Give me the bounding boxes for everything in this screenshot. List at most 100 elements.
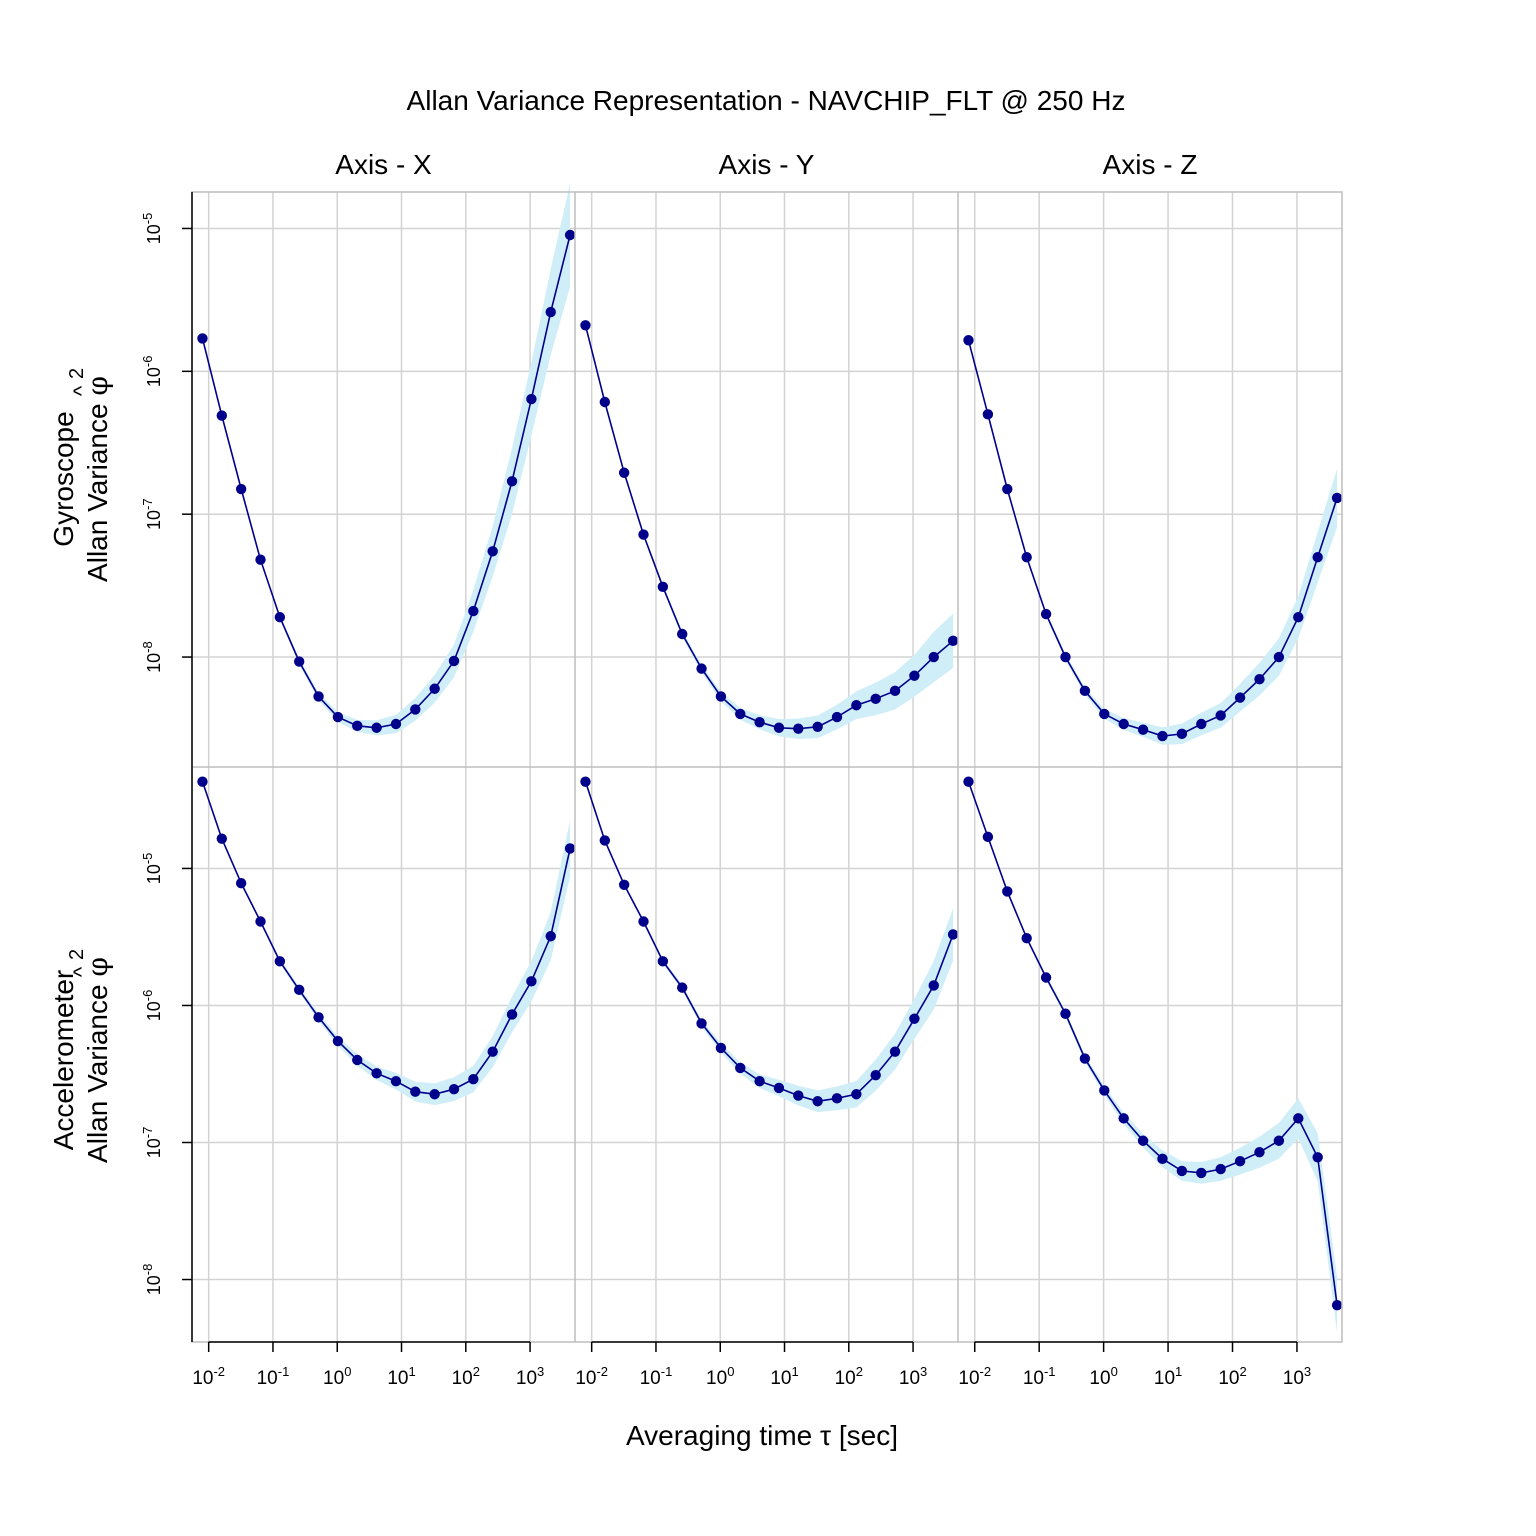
accelerometer-label-hat: ^ <box>69 966 94 977</box>
data-point <box>487 1046 498 1057</box>
confidence-band <box>968 780 1338 1334</box>
gyroscope-label-allan-variance: Allan Variance <box>82 403 113 581</box>
data-point <box>963 335 974 346</box>
data-point <box>1060 1008 1071 1019</box>
data-point <box>657 581 669 593</box>
data-point <box>468 605 479 617</box>
data-point <box>332 711 344 723</box>
confidence-band <box>968 339 1338 745</box>
y-tick-label: 10-5 <box>140 853 164 885</box>
data-point <box>1137 724 1149 735</box>
data-point <box>963 776 974 787</box>
data-point <box>1021 552 1032 563</box>
x-tick-label: 10-1 <box>640 1364 673 1389</box>
data-point <box>1331 492 1343 504</box>
gyroscope-label-sup: 2 <box>66 368 88 379</box>
data-point <box>735 1062 746 1074</box>
row-label-gyroscope: Gyroscope Allan Variance φ ^ 2 <box>48 368 114 582</box>
series-gyroscope-axisy <box>580 320 959 739</box>
x-tick-label: 100 <box>1089 1364 1117 1389</box>
data-point <box>1331 1299 1343 1311</box>
data-point <box>1254 1146 1265 1158</box>
data-point <box>1293 612 1304 623</box>
data-point <box>448 1083 460 1095</box>
data-point <box>909 1013 920 1024</box>
data-point <box>429 1089 440 1100</box>
data-point <box>580 776 591 787</box>
data-point <box>255 916 266 927</box>
series-line <box>201 781 571 1096</box>
x-tick-label: 102 <box>1218 1364 1246 1389</box>
data-point <box>773 1082 785 1094</box>
data-point <box>928 980 939 991</box>
data-point <box>1118 718 1129 730</box>
data-point <box>1215 710 1226 721</box>
data-point <box>947 929 959 940</box>
data-point <box>677 982 688 993</box>
data-point <box>235 878 247 889</box>
data-point <box>580 320 591 331</box>
x-tick-label: 10-1 <box>1023 1364 1056 1389</box>
data-point <box>618 879 630 890</box>
data-point <box>870 693 881 705</box>
data-point <box>735 708 746 720</box>
gyroscope-label-line2: Allan Variance φ <box>81 376 114 582</box>
data-point <box>1234 1156 1246 1167</box>
data-point <box>1079 1053 1091 1064</box>
data-point <box>526 976 537 987</box>
x-tick-label: 101 <box>1154 1364 1182 1389</box>
data-point <box>1215 1163 1226 1175</box>
data-point <box>429 683 440 694</box>
data-point <box>1040 972 1052 983</box>
data-point <box>831 1093 843 1104</box>
data-point <box>197 333 208 344</box>
data-point <box>1157 730 1168 742</box>
data-point <box>928 651 939 663</box>
data-point <box>274 956 286 967</box>
axes-layer: 10-2 10-1 100 101 102 103 10-2 10-1 100 101 102 103… <box>140 191 1343 1389</box>
series-accelerometer-axisy <box>580 776 959 1113</box>
series-accelerometer-axisz <box>963 776 1343 1334</box>
data-point <box>715 691 727 702</box>
data-point <box>754 716 765 728</box>
data-point <box>618 467 630 478</box>
panel-1-2 <box>958 767 1342 1342</box>
data-point <box>197 776 208 787</box>
data-point <box>754 1076 765 1087</box>
data-point <box>1021 932 1032 944</box>
x-axis-label: Averaging time τ [sec] <box>626 1420 898 1451</box>
accelerometer-label-line1: Accelerometer <box>48 970 79 1151</box>
data-point <box>564 843 576 854</box>
data-point <box>216 833 228 844</box>
data-point <box>487 546 498 557</box>
data-point <box>216 410 228 421</box>
data-point <box>1118 1113 1129 1124</box>
data-point <box>294 656 305 667</box>
data-point <box>599 835 611 846</box>
accelerometer-label-phi: φ <box>81 957 114 977</box>
data-point <box>1099 708 1110 720</box>
data-point <box>1157 1153 1168 1165</box>
x-tick-label: 10-2 <box>192 1364 225 1389</box>
confidence-band <box>585 780 954 1113</box>
data-point <box>468 1073 479 1085</box>
panel-0-2 <box>958 192 1342 767</box>
data-point <box>274 612 286 623</box>
data-point <box>793 723 804 734</box>
y-tick-label: 10-8 <box>140 641 164 673</box>
data-point <box>371 722 382 733</box>
data-point <box>1040 608 1052 620</box>
data-point <box>1099 1085 1110 1096</box>
accelerometer-label-allan-variance: Allan Variance <box>82 984 113 1162</box>
x-tick-label: 101 <box>387 1364 415 1389</box>
panel-1-1 <box>575 767 958 1342</box>
data-point <box>696 1018 707 1029</box>
data-point <box>982 831 994 843</box>
y-tick-label: 10-8 <box>140 1264 164 1296</box>
data-point <box>715 1042 727 1054</box>
data-point <box>638 529 649 540</box>
accelerometer-label-line2: Allan Variance φ <box>81 957 114 1163</box>
data-point <box>506 476 518 487</box>
column-title-z: Axis - Z <box>1103 149 1198 180</box>
